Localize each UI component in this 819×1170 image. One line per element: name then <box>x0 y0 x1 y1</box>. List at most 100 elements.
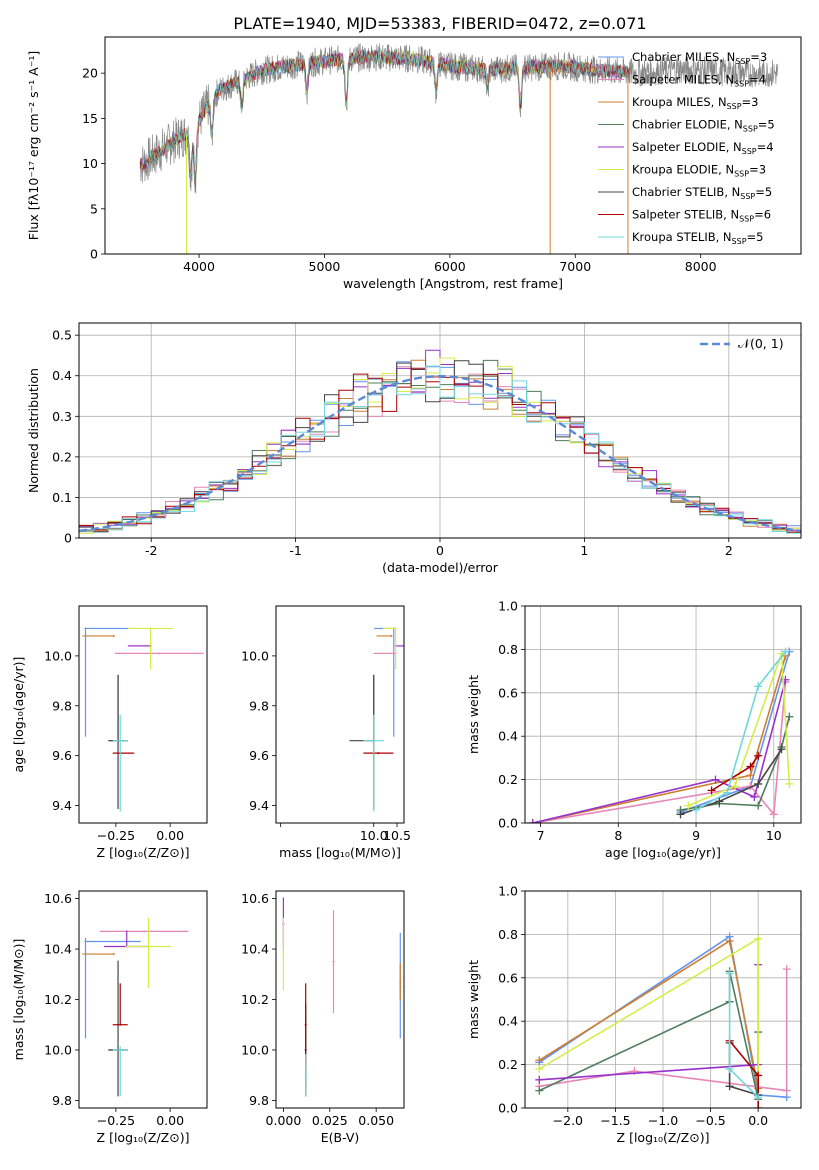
y-tick-label: 9.8 <box>249 698 269 713</box>
y-tick-label: 0.4 <box>498 729 518 744</box>
x-tick-label: 9 <box>692 828 700 843</box>
y-tick-label: 1.0 <box>498 884 518 899</box>
y-tick-label: 10.6 <box>241 891 269 906</box>
mass-weight-marker <box>754 1104 763 1108</box>
mass-weight-marker <box>725 1082 734 1091</box>
legend-entry-tail: =3 <box>742 95 759 109</box>
mass-weight-marker <box>785 712 794 721</box>
x-tick-label: 2 <box>725 543 733 558</box>
mass-weight-marker <box>746 762 755 771</box>
x-axis-label: age [log₁₀(age/yr)] <box>605 845 721 860</box>
legend-entry-subscript: SSP <box>734 170 749 179</box>
legend-entry-subscript: SSP <box>735 57 750 66</box>
histogram-step-5 <box>79 349 801 531</box>
legend-entry-tail: =3 <box>750 50 767 64</box>
x-tick-label: −0.25 <box>97 828 135 843</box>
legend-entry-base: Chabrier ELODIE, N <box>632 118 743 132</box>
mass-weight-marker <box>707 786 716 795</box>
mass-weight-marker <box>715 797 724 806</box>
x-axis-label: E(B-V) <box>321 1130 360 1145</box>
y-tick-label: 9.8 <box>249 1093 269 1108</box>
mass-weight-marker <box>754 682 763 691</box>
plot-area <box>535 932 791 1108</box>
y-tick-label: 0.2 <box>498 1057 518 1072</box>
y-tick-label: 10.6 <box>44 891 72 906</box>
axes-frame <box>275 605 405 824</box>
mass-weight-marker <box>535 1056 544 1065</box>
spectrum-panel: 4000 5000 6000 7000 8000 0 5 10 15 20 wavelength [… <box>26 36 802 291</box>
y-tick-label: 0.2 <box>52 449 72 464</box>
x-tick-label: 8000 <box>685 259 717 274</box>
plot-area <box>79 349 801 534</box>
y-tick-label: 9.4 <box>249 798 269 813</box>
y-tick-label: 0 <box>90 247 98 262</box>
x-tick-label: −1.0 <box>648 1113 678 1128</box>
mass-weight-marker <box>754 1071 763 1080</box>
axes-frame <box>275 890 405 1109</box>
x-axis-label: Z [log₁₀(Z/Z⊙)] <box>97 1130 190 1145</box>
y-tick-label: 10.0 <box>44 1042 72 1057</box>
mass-weight-marker <box>676 810 685 819</box>
y-tick-label: 5 <box>90 201 98 216</box>
legend-entry-base: Kroupa STELIB, N <box>632 230 732 244</box>
legend-entry: Chabrier STELIB, NSSP=5 <box>632 185 772 201</box>
legend-entry-base: Kroupa ELODIE, N <box>632 163 734 177</box>
legend-entry-tail: =5 <box>758 118 775 132</box>
y-tick-label: 9.6 <box>249 748 269 763</box>
plot-area <box>282 897 402 1097</box>
mass-weight-marker <box>692 805 701 814</box>
mass-vs-metallicity-panel: −0.25 0.00 9.8 10.0 10.2 10.4 10.6 Z [log₁₀(Z/Z… <box>11 890 208 1145</box>
mass-weight-vs-metallicity-panel: −2.0 −1.5 −1.0 −0.5 0.0 0.0 0.2 0.4 0.6 0.8 1.0 Z [… <box>466 884 802 1145</box>
legend-entry-tail: =5 <box>747 230 764 244</box>
mass-weight-marker <box>535 1064 544 1073</box>
mass-weight-marker <box>785 779 794 788</box>
x-tick-label: -2 <box>145 543 157 558</box>
y-tick-label: 0.4 <box>52 368 72 383</box>
y-tick-label: 10 <box>82 156 98 171</box>
x-tick-label: −0.25 <box>97 1113 135 1128</box>
mass-weight-marker <box>684 801 693 810</box>
x-tick-label: -1 <box>289 543 301 558</box>
x-tick-label: 7000 <box>559 259 591 274</box>
x-tick-label: 10.0 <box>360 828 388 843</box>
y-tick-label: 0.3 <box>52 409 72 424</box>
x-tick-label: 0.00 <box>156 1113 184 1128</box>
y-tick-label: 9.4 <box>52 798 72 813</box>
legend-entry-base: Chabrier MILES, N <box>632 50 735 64</box>
y-tick-label: 0.2 <box>498 772 518 787</box>
legend-entry-tail: =3 <box>749 163 766 177</box>
y-tick-label: 10.2 <box>44 992 72 1007</box>
plot-area <box>139 43 779 254</box>
mass-weight-marker <box>725 969 734 978</box>
x-tick-label: −1.5 <box>600 1113 630 1128</box>
y-tick-label: 0.0 <box>498 1101 518 1116</box>
histogram-step-9 <box>79 365 801 534</box>
y-tick-label: 0.0 <box>498 816 518 831</box>
mass-weight-marker <box>782 965 791 974</box>
x-tick-label: 10 <box>766 828 782 843</box>
y-tick-label: 0.8 <box>498 642 518 657</box>
y-axis-label: Flux [fλ10⁻¹⁷ erg cm⁻² s⁻¹ A⁻¹] <box>26 51 41 240</box>
legend-entry-tail: =6 <box>754 208 771 222</box>
y-tick-label: 10.0 <box>241 1042 269 1057</box>
mass-weight-marker <box>528 819 537 823</box>
legend-entry: Chabrier MILES, NSSP=3 <box>632 50 767 66</box>
y-tick-label: 9.8 <box>52 698 72 713</box>
legend-entry-subscript: SSP <box>742 147 757 156</box>
mass-weight-marker <box>723 788 732 797</box>
legend-entry-normal: 𝒩(0, 1) <box>738 336 784 351</box>
plot-area <box>82 917 189 1097</box>
x-tick-label: 7 <box>537 828 545 843</box>
y-tick-label: 20 <box>82 66 98 81</box>
x-tick-label: 0.000 <box>266 1113 302 1128</box>
x-axis-label: Z [log₁₀(Z/Z⊙)] <box>617 1130 710 1145</box>
legend-entry-base: Kroupa MILES, N <box>632 95 727 109</box>
mass-weight-marker <box>754 751 763 760</box>
legend-entry-subscript: SSP <box>743 125 758 134</box>
mass-weight-line-3 <box>532 655 787 823</box>
mass-weight-marker <box>777 745 786 754</box>
y-axis-label: age [log₁₀(age/yr)] <box>11 657 26 773</box>
legend-entry: Chabrier ELODIE, NSSP=5 <box>632 118 775 134</box>
